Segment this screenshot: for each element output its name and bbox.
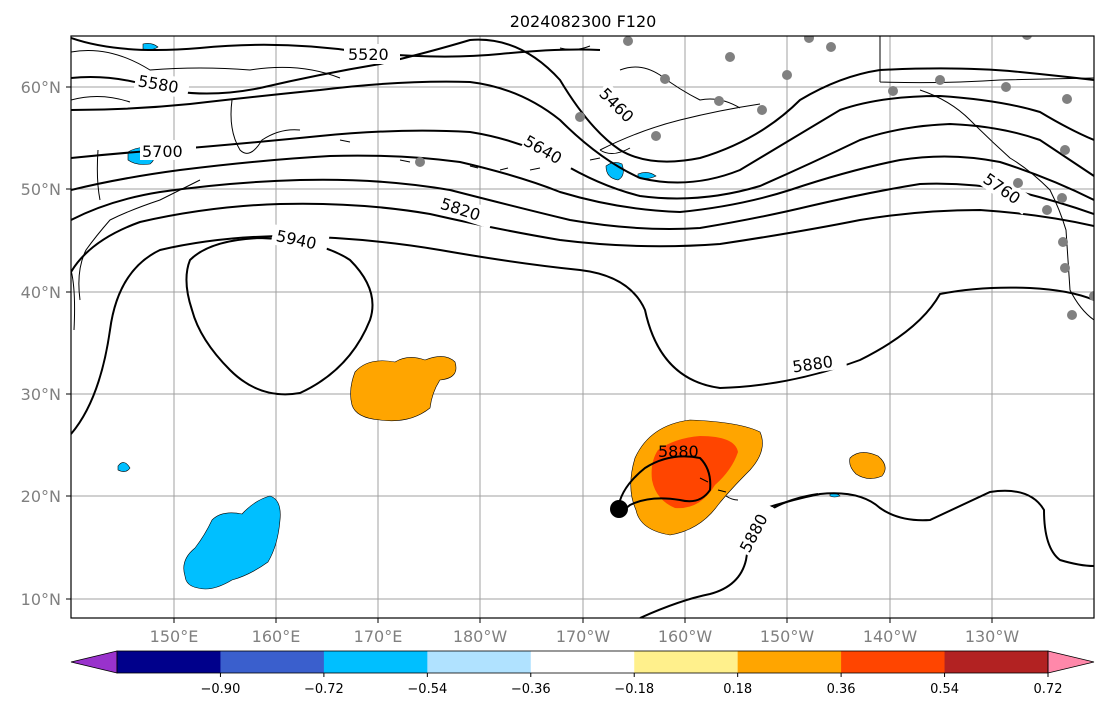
lon-label: 160°E <box>252 627 301 646</box>
colorbar-segment <box>530 651 635 673</box>
colorbar-segment <box>427 651 532 673</box>
colorbar-segment <box>944 651 1049 673</box>
contour-line <box>617 455 1094 567</box>
station-dot <box>1001 82 1011 92</box>
station-dot <box>1057 193 1067 203</box>
axis-ticks <box>66 86 993 623</box>
contour-line <box>71 38 1094 163</box>
lat-label: 20°N <box>21 487 61 506</box>
lon-label: 170°E <box>354 627 403 646</box>
colorbar-tick-label: 0.72 <box>1034 682 1063 697</box>
map-title: 2024082300 F120 <box>510 12 657 31</box>
station-dot <box>1089 291 1094 301</box>
lat-label: 60°N <box>21 78 61 97</box>
station-dot <box>725 52 735 62</box>
station-dot <box>1060 145 1070 155</box>
contour-line <box>71 178 1094 230</box>
negative-anomaly-region <box>183 495 281 590</box>
colorbar-extend-high <box>1047 650 1095 674</box>
aleutian-islands <box>339 139 601 171</box>
positive-anomaly-region <box>350 356 457 422</box>
contour-line <box>71 154 1094 214</box>
contour-line <box>71 80 1094 184</box>
colorbar-tick-label: −0.72 <box>304 682 344 697</box>
contour-line <box>639 493 819 618</box>
station-dot <box>575 112 585 122</box>
station-dot <box>415 157 425 167</box>
contour-label: 5700 <box>142 142 183 161</box>
station-dot <box>1067 310 1077 320</box>
colorbar-segment <box>634 651 739 673</box>
station-dot <box>1058 237 1068 247</box>
contour-line <box>71 202 1094 273</box>
station-dot <box>804 36 814 43</box>
lon-label: 180°W <box>453 627 508 646</box>
colorbar-tick-label: −0.18 <box>614 682 654 697</box>
lon-label: 130°W <box>965 627 1020 646</box>
asia-coastline <box>71 49 341 331</box>
colorbar-segment <box>737 651 842 673</box>
latitude-labels: 60°N 50°N 40°N 30°N 20°N 10°N <box>21 78 61 609</box>
anomaly-shading <box>117 43 886 590</box>
station-dot <box>1062 94 1072 104</box>
lat-label: 40°N <box>21 283 61 302</box>
station-dot <box>1042 205 1052 215</box>
station-dot <box>1022 36 1032 40</box>
contour-label: 5880 <box>658 442 699 461</box>
lon-label: 150°W <box>760 627 815 646</box>
colorbar-extend-low <box>70 650 118 674</box>
station-dots <box>415 36 1094 320</box>
colorbar-tick-label: −0.90 <box>201 682 241 697</box>
longitude-labels: 150°E 160°E 170°E 180°W 170°W 160°W 150°… <box>150 627 1020 646</box>
lat-label: 10°N <box>21 590 61 609</box>
strong-positive-anomaly-region <box>651 436 738 509</box>
station-dot <box>757 105 767 115</box>
station-dot <box>660 74 670 84</box>
positive-anomaly-region <box>849 452 886 479</box>
contour-line <box>71 122 1094 200</box>
lon-label: 160°W <box>658 627 713 646</box>
height-contours <box>71 37 1094 618</box>
colorbar-outline <box>116 650 1049 674</box>
north-america-coastline <box>879 36 1094 321</box>
colorbar-tick-label: 0.36 <box>827 682 856 697</box>
hawaii-islands <box>699 477 739 501</box>
station-dot <box>1060 263 1070 273</box>
lat-label: 30°N <box>21 385 61 404</box>
colorbar-segment <box>323 651 428 673</box>
station-dot <box>651 131 661 141</box>
station-dot <box>623 36 633 46</box>
contour-line <box>71 234 1094 435</box>
lon-label: 140°W <box>863 627 918 646</box>
colorbar-segment <box>220 651 325 673</box>
station-dot <box>888 86 898 96</box>
station-dot <box>935 75 945 85</box>
lat-label: 50°N <box>21 180 61 199</box>
colorbar-tick-label: −0.36 <box>511 682 551 697</box>
colorbar-tick-label: −0.54 <box>407 682 447 697</box>
station-dot <box>714 96 724 106</box>
storm-center-marker <box>610 500 628 518</box>
colorbar-segment <box>841 651 946 673</box>
station-dot <box>782 70 792 80</box>
colorbar-tick-label: 0.54 <box>930 682 959 697</box>
colorbar-tick-label: 0.18 <box>723 682 752 697</box>
lon-label: 150°E <box>150 627 199 646</box>
colorbar-segment <box>117 651 221 673</box>
contour-label: 5520 <box>348 45 389 64</box>
station-dot <box>1013 178 1023 188</box>
station-dot <box>826 42 836 52</box>
lon-label: 170°W <box>556 627 611 646</box>
colorbar: −0.90 −0.72 −0.54 −0.36 −0.18 0.18 0.36 0.54 0.7… <box>70 650 1095 697</box>
negative-anomaly-region <box>117 462 131 472</box>
